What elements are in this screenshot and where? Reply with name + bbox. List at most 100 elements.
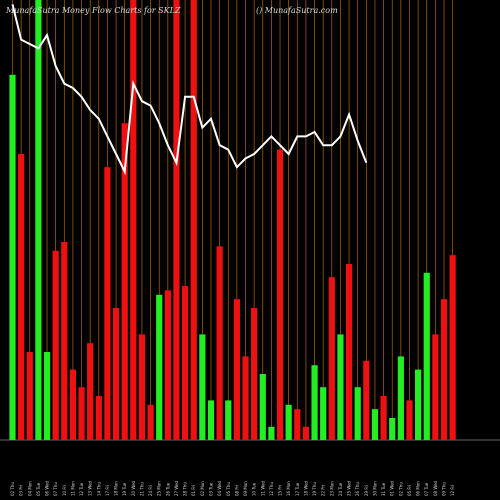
bar-24 [216, 246, 223, 440]
x-tick-label: 04 Mon [27, 481, 32, 496]
bar-1 [18, 154, 25, 440]
bar-47 [415, 369, 422, 440]
bar-37 [328, 277, 335, 440]
x-tick-label: 18 Mon [114, 481, 119, 496]
bar-33 [294, 409, 301, 440]
bar-36 [320, 387, 327, 440]
x-tick-label: 01 Fri [191, 485, 196, 496]
x-tick-label: 23 Mon [329, 481, 334, 496]
bar-7 [69, 369, 77, 440]
bar-13 [121, 123, 128, 440]
bar-14 [130, 0, 137, 440]
x-tick-label: 10 Fri [62, 485, 67, 496]
bar-5 [52, 250, 59, 440]
x-tick-label: 09 Mon [243, 481, 248, 496]
bar-20 [182, 286, 189, 440]
x-tick-label: 20 Wed [131, 480, 136, 496]
bar-18 [164, 290, 171, 440]
x-tick-label: 01 Wed [390, 480, 395, 496]
x-tick-label: 26 Thu [355, 482, 360, 496]
x-tick-label: 12 Thu [269, 482, 274, 496]
x-tick-label: 13 Wed [88, 480, 93, 496]
bar-29 [259, 374, 266, 440]
bar-3 [35, 0, 42, 440]
x-tick-label: 03 Fri [19, 485, 24, 496]
x-tick-label: 08 Fri [234, 485, 239, 496]
bar-series [9, 0, 456, 441]
x-tick-label: 31 Tue [381, 482, 386, 496]
x-tick-label: 22 Fri [321, 485, 326, 496]
x-tick-label: 03 Tue [208, 482, 213, 496]
chart-title: MunafaSutra Money Flow Charts for SKLZ [6, 6, 181, 15]
x-tick-label: 08 Wed [433, 480, 438, 496]
bar-16 [147, 404, 154, 440]
bar-44 [389, 418, 396, 440]
bar-50 [440, 299, 448, 440]
x-tick-label: 24 Tue [338, 482, 343, 496]
x-tick-label: 18 Wed [303, 480, 308, 496]
x-tick-label: 21 Thu [139, 482, 144, 496]
x-tick-label: 05 Tue [36, 482, 41, 496]
bar-22 [199, 334, 206, 440]
x-tick-label: 11 Mon [70, 481, 75, 496]
x-tick-label: 07 Thu [53, 482, 58, 496]
bar-51 [449, 255, 456, 440]
x-tick-label: 06 Mon [416, 481, 421, 496]
bar-30 [268, 426, 275, 440]
x-tick-label: 11 Wed [260, 480, 265, 496]
x-tick-label: 02 Thu [398, 482, 403, 496]
bar-48 [423, 272, 430, 440]
bar-34 [302, 426, 310, 440]
bar-0 [9, 74, 16, 441]
x-tick-label: 28 Thu [183, 482, 188, 496]
bar-31 [276, 149, 284, 440]
bar-39 [345, 264, 353, 440]
bar-26 [233, 299, 240, 440]
x-tick-label: 16 Mon [286, 481, 291, 496]
x-tick-label: 30 Mon [372, 481, 377, 496]
x-tick-label: 02 Mon [200, 481, 205, 496]
x-tick-label: 12 Fri [450, 485, 455, 496]
bar-38 [337, 334, 344, 440]
bar-8 [78, 387, 85, 440]
x-tick-label: 10 Tue [252, 482, 257, 496]
x-tick-label: 25 Mon [157, 481, 162, 496]
x-tick-label: 29 Fri [364, 485, 369, 496]
bar-2 [26, 352, 33, 440]
bar-12 [112, 308, 120, 440]
x-tick-label: 26 Tue [165, 482, 170, 496]
bar-10 [95, 396, 102, 440]
x-tick-label: 25 Wed [347, 480, 352, 496]
bar-19 [173, 0, 180, 440]
bar-43 [380, 396, 387, 440]
x-tick-label: 02 Thu [10, 482, 15, 496]
x-tick-labels: 02 Thu 03 Fri 04 Mon 05 Tue 06 Wed 07 Thu 10 F… [10, 480, 455, 496]
bar-40 [354, 387, 361, 440]
bar-4 [43, 352, 51, 440]
bar-46 [406, 400, 413, 440]
x-tick-label: 05 Fri [407, 485, 412, 496]
bar-11 [104, 167, 111, 440]
x-tick-label: 04 Wed [217, 480, 222, 496]
x-tick-label: 27 Wed [174, 480, 179, 496]
bar-6 [61, 242, 68, 440]
bar-42 [371, 409, 379, 440]
bar-35 [311, 365, 318, 440]
x-tick-label: 17 Tue [295, 482, 300, 496]
x-tick-label: 15 Fri [278, 485, 283, 496]
bar-25 [225, 400, 232, 440]
bar-32 [285, 404, 292, 440]
x-tick-label: 19 Tue [122, 482, 127, 496]
bar-21 [190, 0, 197, 440]
money-flow-line [11, 4, 368, 176]
x-tick-label: 09 Thu [442, 482, 447, 496]
bar-17 [156, 294, 163, 440]
x-tick-label: 05 Thu [226, 482, 231, 496]
x-tick-label: 24 Fri [148, 485, 153, 496]
x-tick-label: 19 Thu [312, 482, 317, 496]
bar-9 [87, 343, 94, 440]
x-tick-label: 07 Tue [424, 482, 429, 496]
x-tick-label: 12 Tue [79, 482, 84, 496]
bar-45 [397, 356, 404, 440]
